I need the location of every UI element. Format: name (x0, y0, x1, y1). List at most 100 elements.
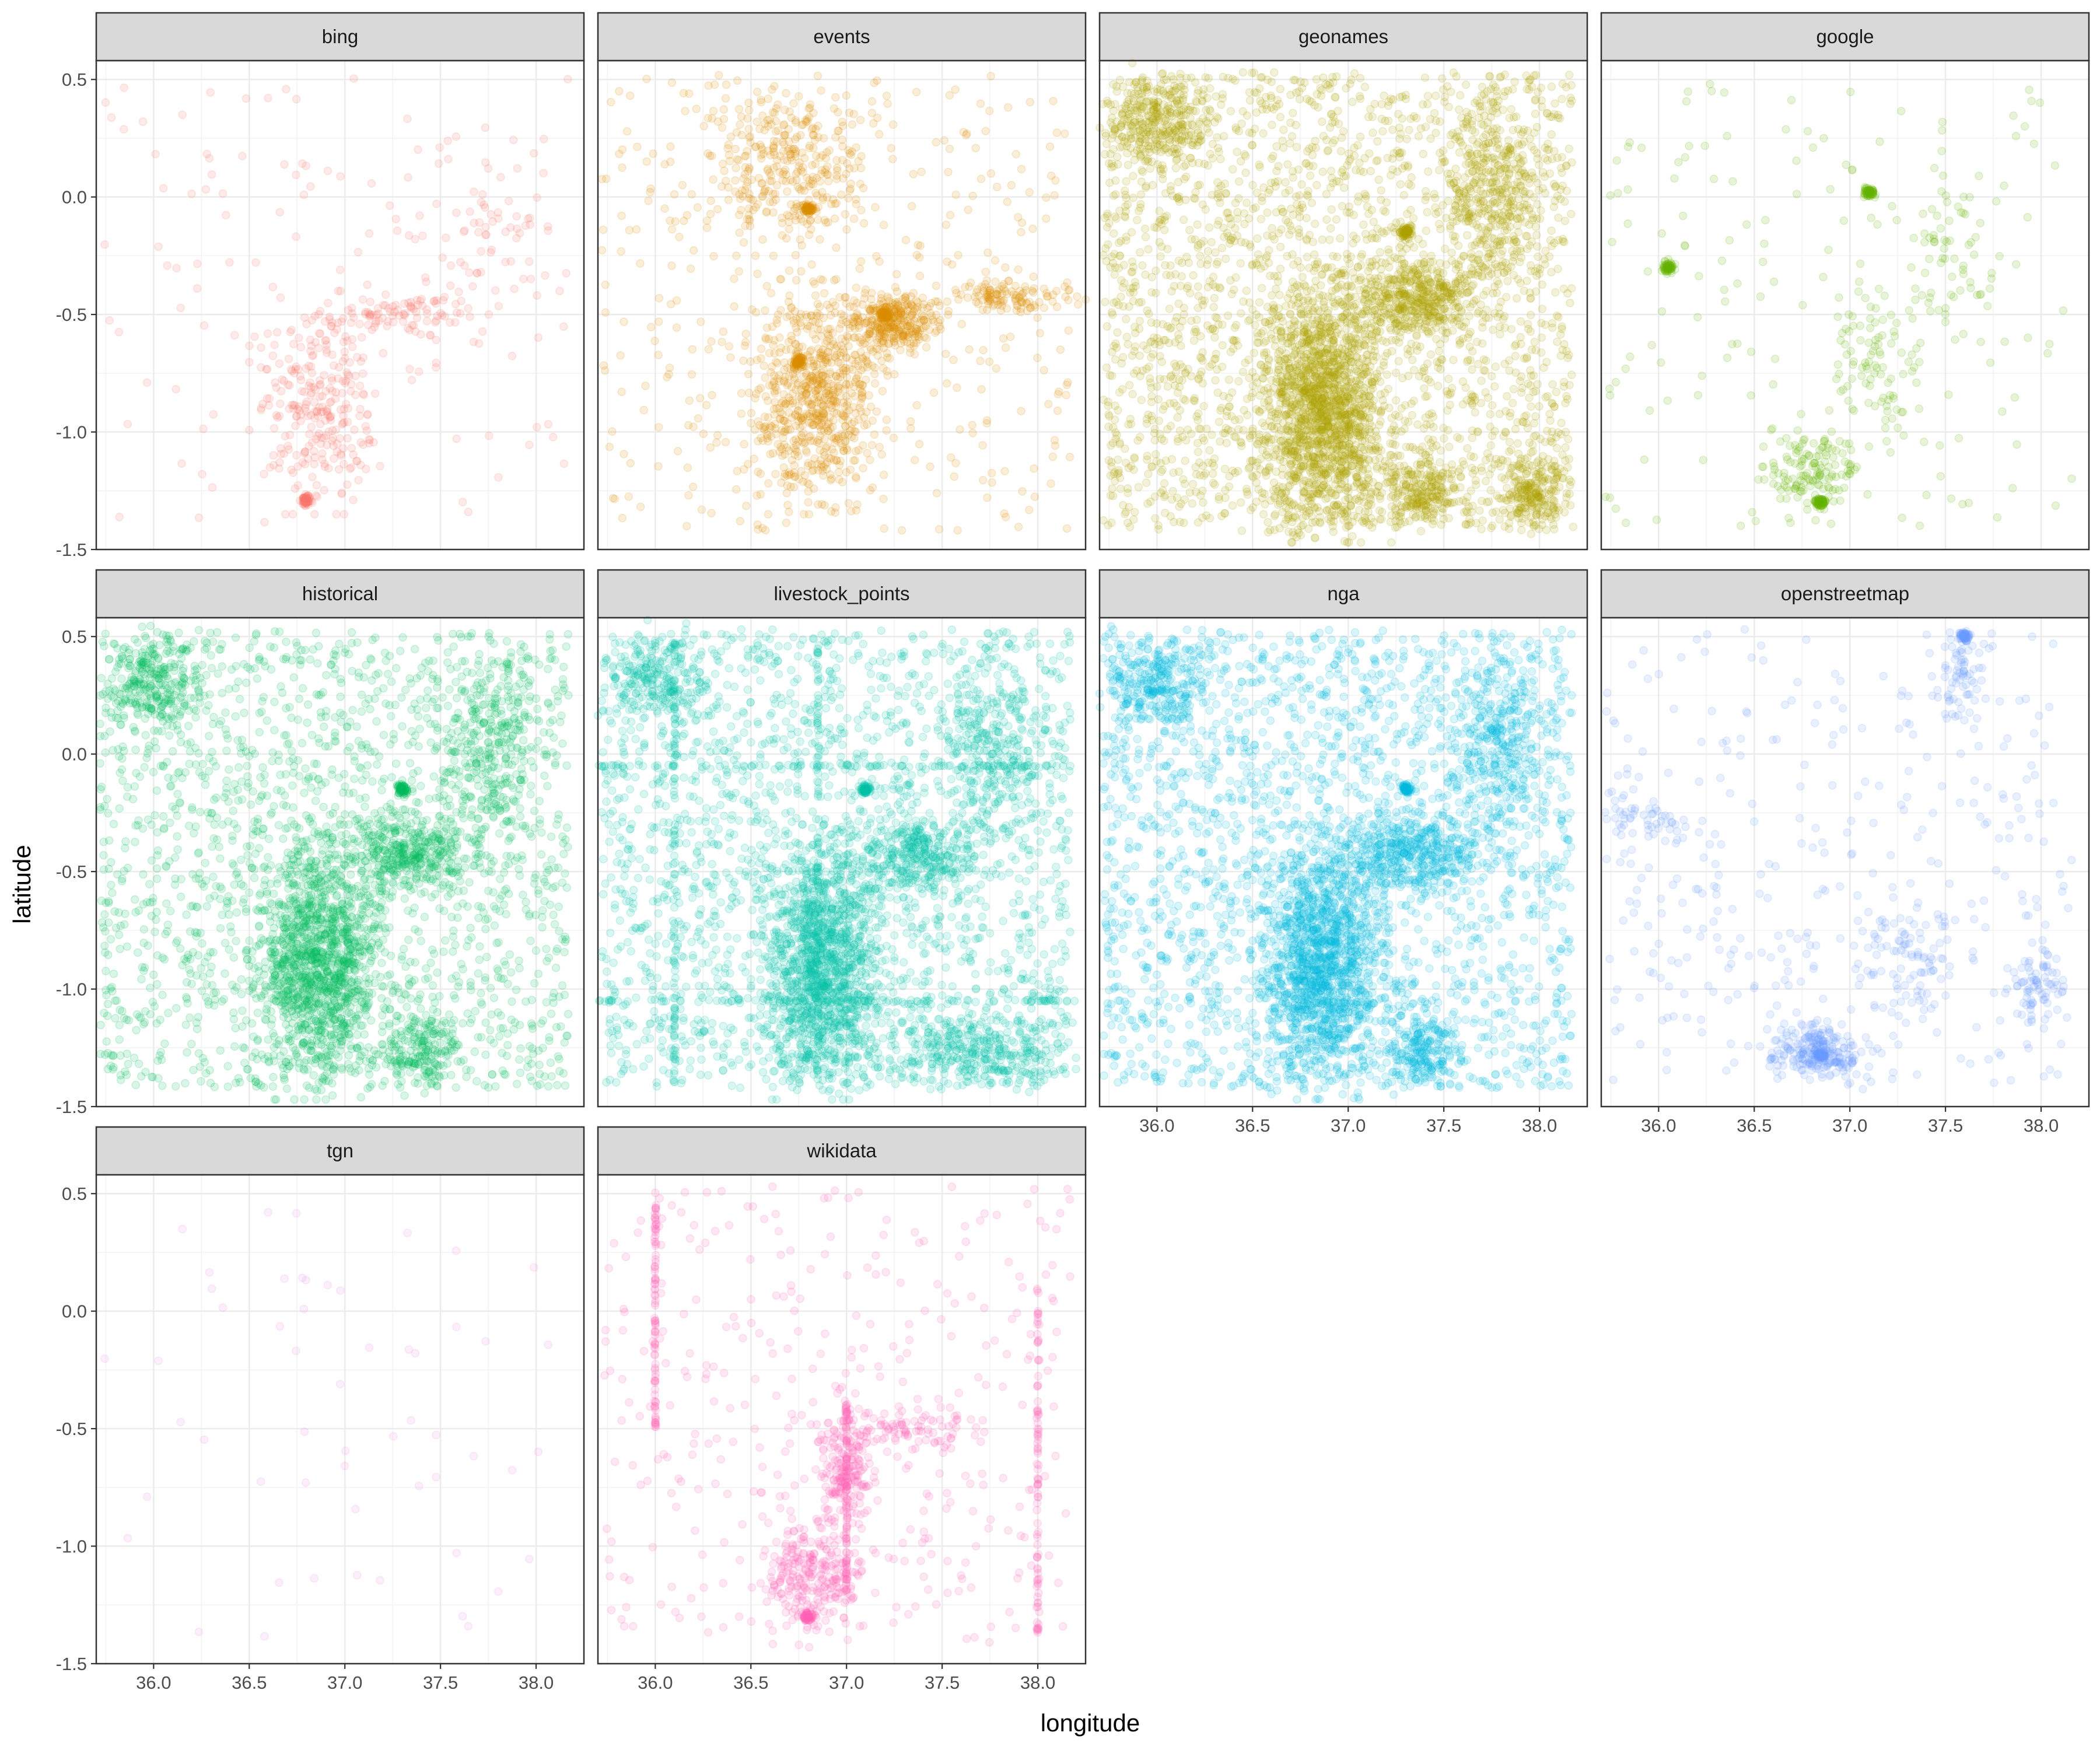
data-point (393, 306, 402, 314)
data-point (187, 190, 196, 198)
data-point (1489, 197, 1499, 205)
data-point (1024, 506, 1034, 514)
data-point (796, 267, 806, 276)
data-point (446, 261, 456, 270)
data-point (765, 176, 775, 186)
data-point (977, 174, 986, 183)
data-point (1376, 377, 1385, 386)
data-point (912, 401, 921, 410)
data-point (923, 303, 932, 313)
data-point (838, 316, 847, 324)
data-point (310, 453, 319, 462)
data-point (875, 257, 884, 266)
data-point (757, 344, 766, 354)
data-point (422, 317, 432, 326)
data-point (1289, 531, 1298, 540)
data-point (1514, 228, 1523, 236)
data-point (458, 498, 467, 506)
data-point (966, 278, 975, 287)
data-point (799, 429, 808, 438)
data-point (968, 191, 977, 200)
data-point (929, 388, 939, 397)
data-point (787, 304, 796, 313)
data-point (1412, 331, 1421, 341)
data-point (743, 114, 752, 123)
data-point (1030, 464, 1038, 473)
data-point (624, 492, 633, 501)
data-point (865, 305, 874, 314)
data-point (617, 247, 625, 256)
data-point (1021, 286, 1031, 295)
data-point (739, 356, 748, 365)
data-point (968, 429, 977, 438)
data-point (879, 220, 888, 229)
data-point (849, 313, 859, 321)
data-point (346, 387, 355, 396)
data-point (826, 368, 835, 376)
data-point (814, 344, 823, 353)
data-point (307, 341, 316, 351)
data-point (985, 106, 994, 116)
data-point (784, 125, 793, 134)
data-point (981, 127, 990, 135)
data-point (415, 211, 424, 220)
data-point (1003, 197, 1012, 206)
data-point (827, 404, 836, 412)
data-point (726, 353, 735, 362)
data-point (453, 308, 461, 317)
data-point (405, 326, 414, 335)
data-point (1007, 181, 1016, 190)
data-point (942, 220, 951, 229)
data-point (981, 267, 990, 276)
data-point (601, 281, 610, 289)
data-point (303, 454, 313, 463)
data-point (882, 415, 891, 424)
data-point (470, 219, 478, 228)
data-point (853, 299, 862, 307)
data-point (826, 424, 835, 433)
data-point (1017, 164, 1026, 174)
data-point (615, 149, 624, 159)
data-point (790, 211, 800, 220)
data-point (290, 484, 299, 493)
data-point (1061, 292, 1070, 302)
data-point (862, 357, 872, 366)
data-point (541, 271, 550, 280)
data-point (752, 491, 761, 500)
data-point (870, 78, 878, 88)
data-point (696, 317, 705, 326)
data-point (913, 327, 922, 336)
data-point (913, 306, 922, 314)
data-point (1074, 300, 1083, 309)
data-point (907, 424, 915, 433)
data-point (597, 174, 607, 184)
data-point (617, 387, 626, 396)
data-point (694, 414, 703, 423)
data-point (758, 235, 767, 244)
data-point (741, 330, 750, 338)
data-point (699, 121, 708, 131)
data-point (1073, 292, 1082, 301)
data-point (293, 481, 302, 490)
data-point (322, 336, 331, 345)
data-point (771, 358, 780, 366)
data-point (859, 413, 869, 422)
data-point (340, 405, 348, 414)
data-point (510, 285, 519, 293)
data-point (337, 489, 346, 498)
data-point (776, 275, 785, 284)
data-point (999, 296, 1009, 305)
data-point (768, 85, 776, 94)
data-point (138, 117, 148, 126)
data-point (306, 391, 315, 400)
data-point (359, 390, 369, 400)
data-point (193, 260, 202, 268)
data-point (358, 295, 368, 304)
data-point (851, 351, 860, 359)
data-point (245, 426, 254, 435)
data-point (340, 510, 348, 519)
data-point (312, 435, 320, 443)
data-point (478, 190, 487, 199)
data-point (799, 181, 808, 191)
data-point (944, 167, 953, 177)
